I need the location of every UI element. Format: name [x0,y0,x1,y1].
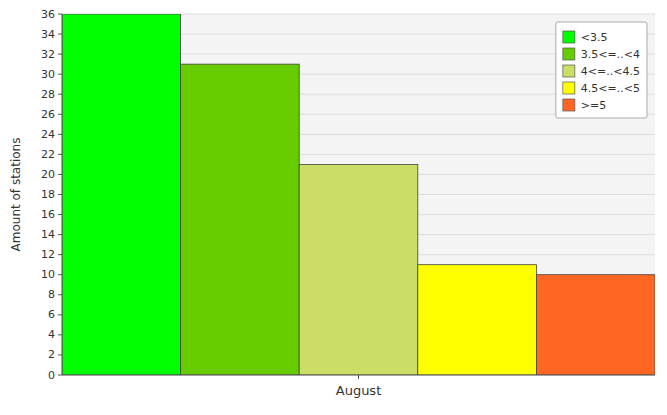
legend-swatch [563,82,575,94]
y-tick-label: 28 [41,88,55,101]
y-tick [58,274,62,275]
y-tick-label: 20 [41,168,55,181]
x-tick [358,375,359,379]
y-tick-label: 6 [48,308,55,321]
y-tick-label: 14 [41,228,55,241]
y-tick [58,314,62,315]
y-tick-label: 30 [41,68,55,81]
y-tick [58,174,62,175]
bar [536,275,655,375]
y-tick-label: 10 [41,268,55,281]
y-tick [58,234,62,235]
y-tick-label: 26 [41,108,55,121]
axes: 024681012141618202224262830323436August [41,8,655,399]
y-tick [58,375,62,376]
y-tick-label: 8 [48,288,55,301]
y-tick-label: 34 [41,28,55,41]
legend-label: >=5 [581,99,606,112]
legend-swatch [563,65,575,77]
legend-label: 4.5<=..<5 [581,82,640,95]
y-tick [58,94,62,95]
bar [299,164,418,375]
y-tick [58,254,62,255]
chart-container: 024681012141618202224262830323436AugustA… [0,0,667,415]
y-tick [58,154,62,155]
y-tick [58,14,62,15]
legend-label: <3.5 [581,31,608,44]
y-tick [58,214,62,215]
y-tick-label: 24 [41,128,55,141]
y-tick [58,354,62,355]
y-tick-label: 2 [48,348,55,361]
legend-swatch [563,99,575,111]
grid [62,14,655,375]
y-tick [58,194,62,195]
legend: <3.5 3.5<=..<4 4<=..<4.5 4.5<=..<5 >=5 [556,22,647,118]
y-tick-label: 4 [48,328,55,341]
y-tick-label: 22 [41,148,55,161]
legend-swatch [563,31,575,43]
y-tick [58,294,62,295]
y-tick [58,114,62,115]
chart-svg: 024681012141618202224262830323436AugustA… [0,0,667,415]
y-tick-label: 32 [41,48,55,61]
y-tick [58,54,62,55]
legend-box [556,22,647,118]
legend-swatch [563,48,575,60]
bar [62,14,181,375]
y-tick [58,34,62,35]
y-tick-label: 12 [41,248,55,261]
legend-label: 4<=..<4.5 [581,65,640,78]
y-tick-label: 16 [41,208,55,221]
y-axis-label: Amount of stations [9,138,23,252]
y-tick [58,74,62,75]
y-tick-label: 18 [41,188,55,201]
legend-label: 3.5<=..<4 [581,48,640,61]
y-tick-label: 0 [48,369,55,382]
bar [418,265,537,375]
y-tick [58,134,62,135]
y-tick-label: 36 [41,8,55,21]
y-tick [58,334,62,335]
x-tick-label: August [336,383,382,398]
plot-background [62,14,655,375]
bars [62,14,655,375]
bar [181,64,300,375]
